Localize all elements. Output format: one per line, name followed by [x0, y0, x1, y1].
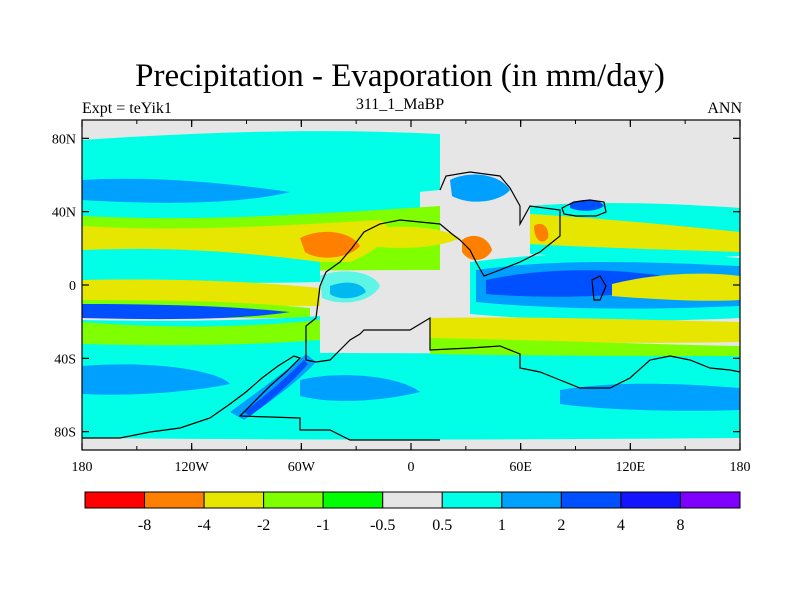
colorbar-level-label: 1	[498, 517, 506, 534]
x-tick-label: 120E	[616, 460, 646, 475]
contour-so-blue-3	[560, 383, 740, 411]
contour-so-blue-2	[300, 375, 420, 401]
coast-southern-continent	[82, 355, 440, 441]
coastlines	[82, 171, 741, 441]
contour-north-pacific-blue	[82, 178, 290, 203]
contour-ne-orange	[462, 235, 492, 261]
season-label: ANN	[707, 100, 742, 117]
colorbar-level-label: 2	[557, 517, 565, 534]
contour-ep-yellow	[530, 214, 740, 252]
contour-itcz-cyan	[82, 248, 320, 283]
colorbar-swatch	[441, 491, 503, 509]
experiment-label: Expt = teYik1	[82, 100, 172, 117]
contour-north-pacific-cyan	[82, 149, 420, 223]
colorbar-swatch	[679, 491, 741, 509]
colorbar-level-label: 8	[676, 517, 684, 534]
colorbar: -8 -4 -2 -1 -0.5 0.5 1 2 4 8	[84, 491, 741, 534]
contour-nw-blue	[450, 174, 510, 202]
contour-nh-orange	[300, 231, 360, 258]
colorbar-swatch	[203, 491, 265, 509]
contour-sh-itcz-blue	[82, 304, 290, 320]
colorbar-swatch	[382, 491, 443, 509]
y-tick-label: 80N	[52, 132, 76, 147]
colorbar-level-label: 4	[617, 517, 625, 534]
contour-atlantic-yellow	[360, 226, 460, 248]
coast-east-peninsula	[591, 275, 607, 301]
colorbar-swatch	[560, 491, 622, 509]
x-tick-label: 0	[408, 460, 415, 475]
x-tick-label: 120W	[175, 460, 210, 475]
contour-sh-subtropic-green	[82, 320, 320, 346]
contour-indopacific-yellow	[612, 273, 740, 301]
contour-sh-pacific-green	[430, 338, 740, 356]
contour-so-blue	[82, 364, 230, 395]
coast-asia-island	[561, 199, 607, 217]
x-tick-label: 180	[72, 460, 93, 475]
contour-sh-pacific-yellow	[430, 317, 740, 343]
colorbar-level-label: -8	[138, 517, 151, 534]
contour-field	[82, 120, 740, 450]
colorbar-swatch	[322, 491, 384, 509]
contour-atlantic-cyan	[320, 271, 380, 303]
colorbar-swatch	[263, 491, 324, 509]
x-tick-label: 60E	[509, 460, 532, 475]
y-tick-label: 40S	[54, 352, 76, 367]
colorbar-level-label: -0.5	[370, 517, 395, 534]
colorbar-level-label: -1	[317, 517, 330, 534]
run-label: 311_1_MaBP	[355, 96, 445, 113]
x-tick-label: 180	[730, 460, 751, 475]
colorbar-level-label: -2	[257, 517, 270, 534]
coast-north-continent	[305, 171, 741, 389]
y-axis: 80N 40N 0 40S 80S	[52, 132, 740, 441]
contour-far-north-blue	[570, 199, 604, 211]
y-tick-label: 40N	[52, 206, 76, 221]
colorbar-swatch	[501, 491, 562, 509]
chart-title: Precipitation - Evaporation (in mm/day)	[135, 58, 665, 94]
y-tick-label: 0	[69, 279, 76, 294]
colorbar-swatch	[144, 491, 205, 509]
colorbar-swatch	[620, 491, 681, 509]
colorbar-swatch	[84, 491, 146, 509]
colorbar-level-label: 0.5	[432, 517, 452, 534]
y-tick-label: 80S	[54, 426, 76, 441]
contour-sw-deep	[244, 360, 308, 416]
x-tick-label: 60W	[288, 460, 316, 475]
colorbar-level-label: -4	[197, 517, 210, 534]
contour-equator-yellow	[82, 279, 320, 306]
x-axis: 180 120W 60W 0 60E 120E 180	[72, 120, 751, 475]
contour-ep-orange	[534, 223, 549, 242]
